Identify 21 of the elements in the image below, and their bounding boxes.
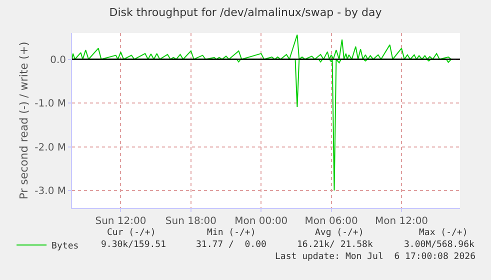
text: 16.21k/ 21.58k	[297, 240, 374, 250]
y-tick-label: -3.0 M	[34, 186, 66, 197]
x-tick-label: Mon 12:00	[374, 216, 428, 227]
text: Cur (-/+)	[107, 228, 156, 238]
x-tick-label: Sun 12:00	[95, 216, 146, 227]
text: 3.00M/568.96k	[404, 240, 476, 250]
text: Max (-/+)	[419, 228, 468, 238]
x-tick-label: Sun 18:00	[165, 216, 216, 227]
y-tick-label: -1.0 M	[34, 98, 66, 110]
text: 31.77 / 0.00	[196, 240, 266, 250]
x-tick-label: Mon 00:00	[234, 216, 288, 227]
y-tick-label: 0.0	[50, 54, 66, 66]
text: Last update: Mon Jul 6 17:00:08 2026	[275, 252, 476, 262]
x-tick-label: Mon 06:00	[304, 216, 358, 227]
text: 9.30k/159.51	[101, 240, 166, 250]
y-axis-title: Pr second read (-) / write (+)	[17, 42, 30, 200]
legend-label: Bytes	[52, 242, 79, 252]
text: Min (-/+)	[207, 228, 256, 238]
y-tick-label: -2.0 M	[34, 142, 66, 154]
chart-title: Disk throughput for /dev/almalinux/swap - by day	[109, 6, 382, 19]
text: Avg (-/+)	[315, 228, 364, 238]
